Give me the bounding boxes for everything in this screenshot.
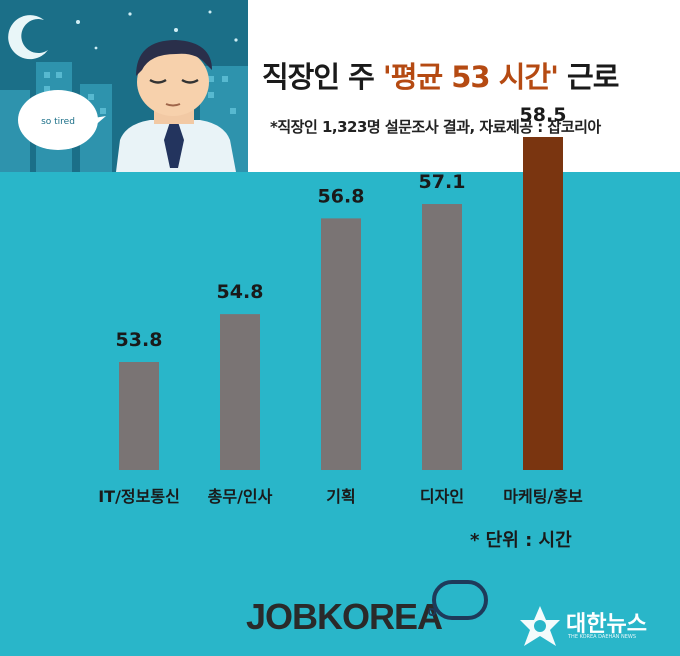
bar-4: [422, 204, 462, 470]
moon-icon: [8, 15, 48, 60]
title-highlight: '평균 53 시간': [382, 60, 559, 94]
category-label-4: 디자인: [420, 487, 464, 506]
daehan-news-tagline: THE KOREA DAEHAN NEWS: [568, 634, 637, 640]
unit-note: * 단위 : 시간: [470, 530, 572, 551]
daehan-news-logo: 대한뉴스: [566, 612, 647, 637]
data-label-4: 57.1: [419, 171, 466, 193]
category-label-2: 총무/인사: [208, 487, 273, 506]
page-title: 직장인 주 '평균 53 시간' 근로: [262, 60, 619, 94]
data-label-5: 58.5: [520, 104, 567, 126]
category-label-3: 기획: [326, 487, 355, 506]
daehan-emblem: [520, 606, 560, 646]
bar-1: [119, 362, 159, 470]
header-panel: so tired 직장인 주 '평균 53 시간' 근로 *직장인 1,323명…: [0, 0, 680, 172]
data-label-2: 54.8: [217, 281, 264, 303]
jobkorea-logo-ring: [428, 580, 488, 620]
data-label-3: 56.8: [318, 185, 365, 207]
speech-bubble: so tired: [18, 90, 106, 150]
bar-2: [220, 314, 260, 470]
star-icon: [76, 10, 238, 50]
category-label-1: IT/정보통신: [98, 487, 180, 506]
bar-3: [321, 218, 361, 470]
tired-man-illustration: so tired: [0, 0, 248, 172]
jobkorea-logo: JOBKOREA: [246, 596, 443, 637]
bar-5: [523, 137, 563, 470]
svg-text:so tired: so tired: [41, 117, 75, 127]
category-label-5: 마케팅/홍보: [503, 487, 583, 506]
subtitle: *직장인 1,323명 설문조사 결과, 자료제공 : 잡코리아: [270, 118, 601, 136]
data-label-1: 53.8: [116, 329, 163, 351]
